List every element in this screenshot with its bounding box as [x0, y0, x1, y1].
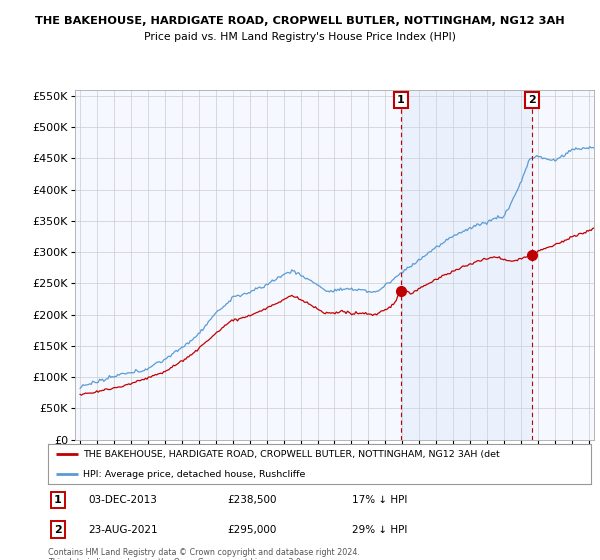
Bar: [401, 90, 532, 440]
Text: £238,500: £238,500: [227, 495, 277, 505]
Text: 1: 1: [397, 95, 405, 105]
Text: 2: 2: [528, 95, 536, 105]
Text: £295,000: £295,000: [227, 525, 277, 535]
Text: Price paid vs. HM Land Registry's House Price Index (HPI): Price paid vs. HM Land Registry's House …: [144, 32, 456, 43]
Text: 29% ↓ HPI: 29% ↓ HPI: [352, 525, 407, 535]
Text: 23-AUG-2021: 23-AUG-2021: [89, 525, 158, 535]
Text: 03-DEC-2013: 03-DEC-2013: [89, 495, 158, 505]
Text: THE BAKEHOUSE, HARDIGATE ROAD, CROPWELL BUTLER, NOTTINGHAM, NG12 3AH: THE BAKEHOUSE, HARDIGATE ROAD, CROPWELL …: [35, 16, 565, 26]
Text: HPI: Average price, detached house, Rushcliffe: HPI: Average price, detached house, Rush…: [83, 470, 305, 479]
Text: 2: 2: [54, 525, 62, 535]
Text: 17% ↓ HPI: 17% ↓ HPI: [352, 495, 407, 505]
Text: 1: 1: [54, 495, 62, 505]
Text: THE BAKEHOUSE, HARDIGATE ROAD, CROPWELL BUTLER, NOTTINGHAM, NG12 3AH (det: THE BAKEHOUSE, HARDIGATE ROAD, CROPWELL …: [83, 450, 500, 459]
Text: Contains HM Land Registry data © Crown copyright and database right 2024.
This d: Contains HM Land Registry data © Crown c…: [48, 548, 360, 560]
